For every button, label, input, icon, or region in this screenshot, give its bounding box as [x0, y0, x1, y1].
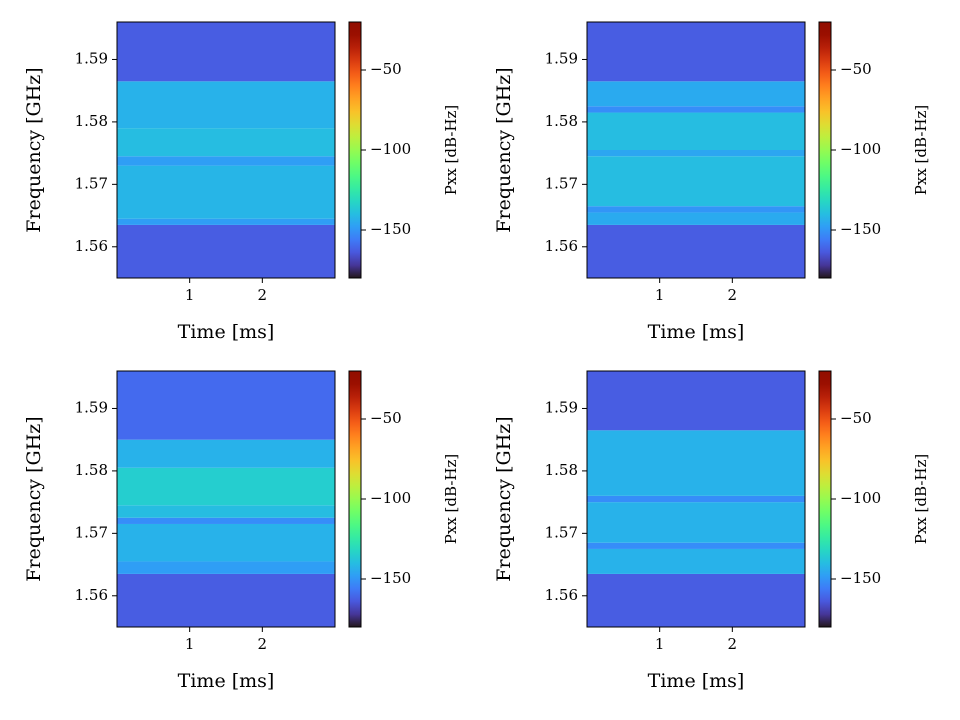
spectrogram-cell — [587, 573, 805, 627]
colorbar — [818, 21, 832, 279]
spectrogram-cell — [117, 156, 335, 166]
subplot: 1 2 1.56 1.57 1.58 1.59 Time [ms] Frequency [GH… — [493, 370, 930, 692]
colorbar-tick-label: −150 — [840, 569, 881, 587]
y-axis-label: Frequency [GHz] — [23, 67, 45, 232]
spectrogram-cell — [117, 218, 335, 225]
x-tick-label: 1 — [185, 635, 195, 653]
spectrogram-cell — [587, 495, 805, 503]
spectrogram-cell — [117, 22, 335, 82]
x-tick-label: 1 — [655, 286, 665, 304]
subplot: 1 2 1.56 1.57 1.58 1.59 Time [ms] Frequency [GH… — [23, 21, 460, 343]
colorbar — [348, 370, 362, 628]
colorbar-label: Pxx [dB-Hz] — [442, 454, 460, 544]
y-tick-label: 1.58 — [75, 112, 108, 130]
y-axis-label: Frequency [GHz] — [493, 67, 515, 232]
spectrogram-cell — [117, 467, 335, 506]
colorbar-tick-label: −100 — [840, 489, 881, 507]
colorbar-label: Pxx [dB-Hz] — [442, 105, 460, 195]
spectrogram-cell — [117, 165, 335, 219]
spectrogram-cell — [117, 561, 335, 574]
spectrogram-cell — [587, 371, 805, 431]
y-tick-label: 1.59 — [545, 398, 578, 416]
x-axis-label: Time [ms] — [648, 321, 745, 343]
spectrogram-cell — [587, 112, 805, 150]
spectrogram-cell — [117, 523, 335, 562]
y-tick-label: 1.57 — [545, 523, 578, 541]
colorbar-tick-label: −50 — [840, 409, 872, 427]
y-tick-label: 1.56 — [75, 586, 108, 604]
y-tick-label: 1.58 — [545, 112, 578, 130]
spectrogram-cell — [117, 505, 335, 518]
spectrogram-cell — [587, 212, 805, 225]
x-tick-label: 2 — [258, 286, 268, 304]
colorbar-tick-label: −50 — [370, 409, 402, 427]
spectrogram-cell — [117, 573, 335, 627]
axes-frame — [586, 370, 806, 628]
y-tick-label: 1.57 — [545, 174, 578, 192]
colorbar-label: Pxx [dB-Hz] — [912, 105, 930, 195]
x-axis-label: Time [ms] — [178, 670, 275, 692]
axes-frame — [116, 370, 336, 628]
spectrogram-cell — [587, 150, 805, 157]
colorbar-label: Pxx [dB-Hz] — [912, 454, 930, 544]
x-axis-label: Time [ms] — [178, 321, 275, 343]
x-axis-label: Time [ms] — [648, 670, 745, 692]
y-tick-label: 1.56 — [75, 237, 108, 255]
spectrogram-cell — [587, 206, 805, 213]
axes-frame — [586, 21, 806, 279]
y-tick-label: 1.56 — [545, 586, 578, 604]
y-tick-label: 1.58 — [75, 461, 108, 479]
spectrogram-cell — [587, 81, 805, 107]
spectrogram-cell — [587, 502, 805, 543]
y-tick-label: 1.57 — [75, 174, 108, 192]
x-tick-label: 2 — [258, 635, 268, 653]
colorbar-tick-label: −100 — [370, 140, 411, 158]
spectrogram-cell — [587, 106, 805, 113]
colorbar-tick-label: −150 — [370, 569, 411, 587]
spectrogram-cell — [587, 156, 805, 207]
y-tick-label: 1.59 — [75, 398, 108, 416]
spectrogram-cell — [117, 224, 335, 278]
spectrogram-cell — [587, 224, 805, 278]
colorbar-tick-label: −50 — [840, 60, 872, 78]
y-axis-label: Frequency [GHz] — [23, 416, 45, 581]
y-tick-label: 1.58 — [545, 461, 578, 479]
y-tick-label: 1.59 — [545, 49, 578, 67]
spectrogram-cell — [587, 542, 805, 549]
colorbar — [348, 21, 362, 279]
x-tick-label: 2 — [728, 286, 738, 304]
y-axis-label: Frequency [GHz] — [493, 416, 515, 581]
x-tick-label: 1 — [655, 635, 665, 653]
subplot: 1 2 1.56 1.57 1.58 1.59 Time [ms] Frequency [GH… — [493, 21, 930, 343]
y-tick-label: 1.56 — [545, 237, 578, 255]
colorbar — [818, 370, 832, 628]
axes-frame — [116, 21, 336, 279]
spectrogram-cell — [587, 548, 805, 574]
subplot: 1 2 1.56 1.57 1.58 1.59 Time [ms] Frequency [GH… — [23, 370, 460, 692]
spectrogram-cell — [117, 517, 335, 524]
spectrogram-cell — [587, 22, 805, 82]
colorbar-tick-label: −100 — [370, 489, 411, 507]
spectrogram-cell — [117, 128, 335, 157]
y-tick-label: 1.57 — [75, 523, 108, 541]
y-tick-label: 1.59 — [75, 49, 108, 67]
x-tick-label: 1 — [185, 286, 195, 304]
colorbar-tick-label: −50 — [370, 60, 402, 78]
spectrogram-cell — [117, 439, 335, 468]
colorbar-tick-label: −150 — [370, 220, 411, 238]
x-tick-label: 2 — [728, 635, 738, 653]
colorbar-tick-label: −100 — [840, 140, 881, 158]
spectrogram-cell — [117, 81, 335, 129]
spectrogram-cell — [587, 430, 805, 496]
colorbar-tick-label: −150 — [840, 220, 881, 238]
spectrogram-cell — [117, 371, 335, 440]
